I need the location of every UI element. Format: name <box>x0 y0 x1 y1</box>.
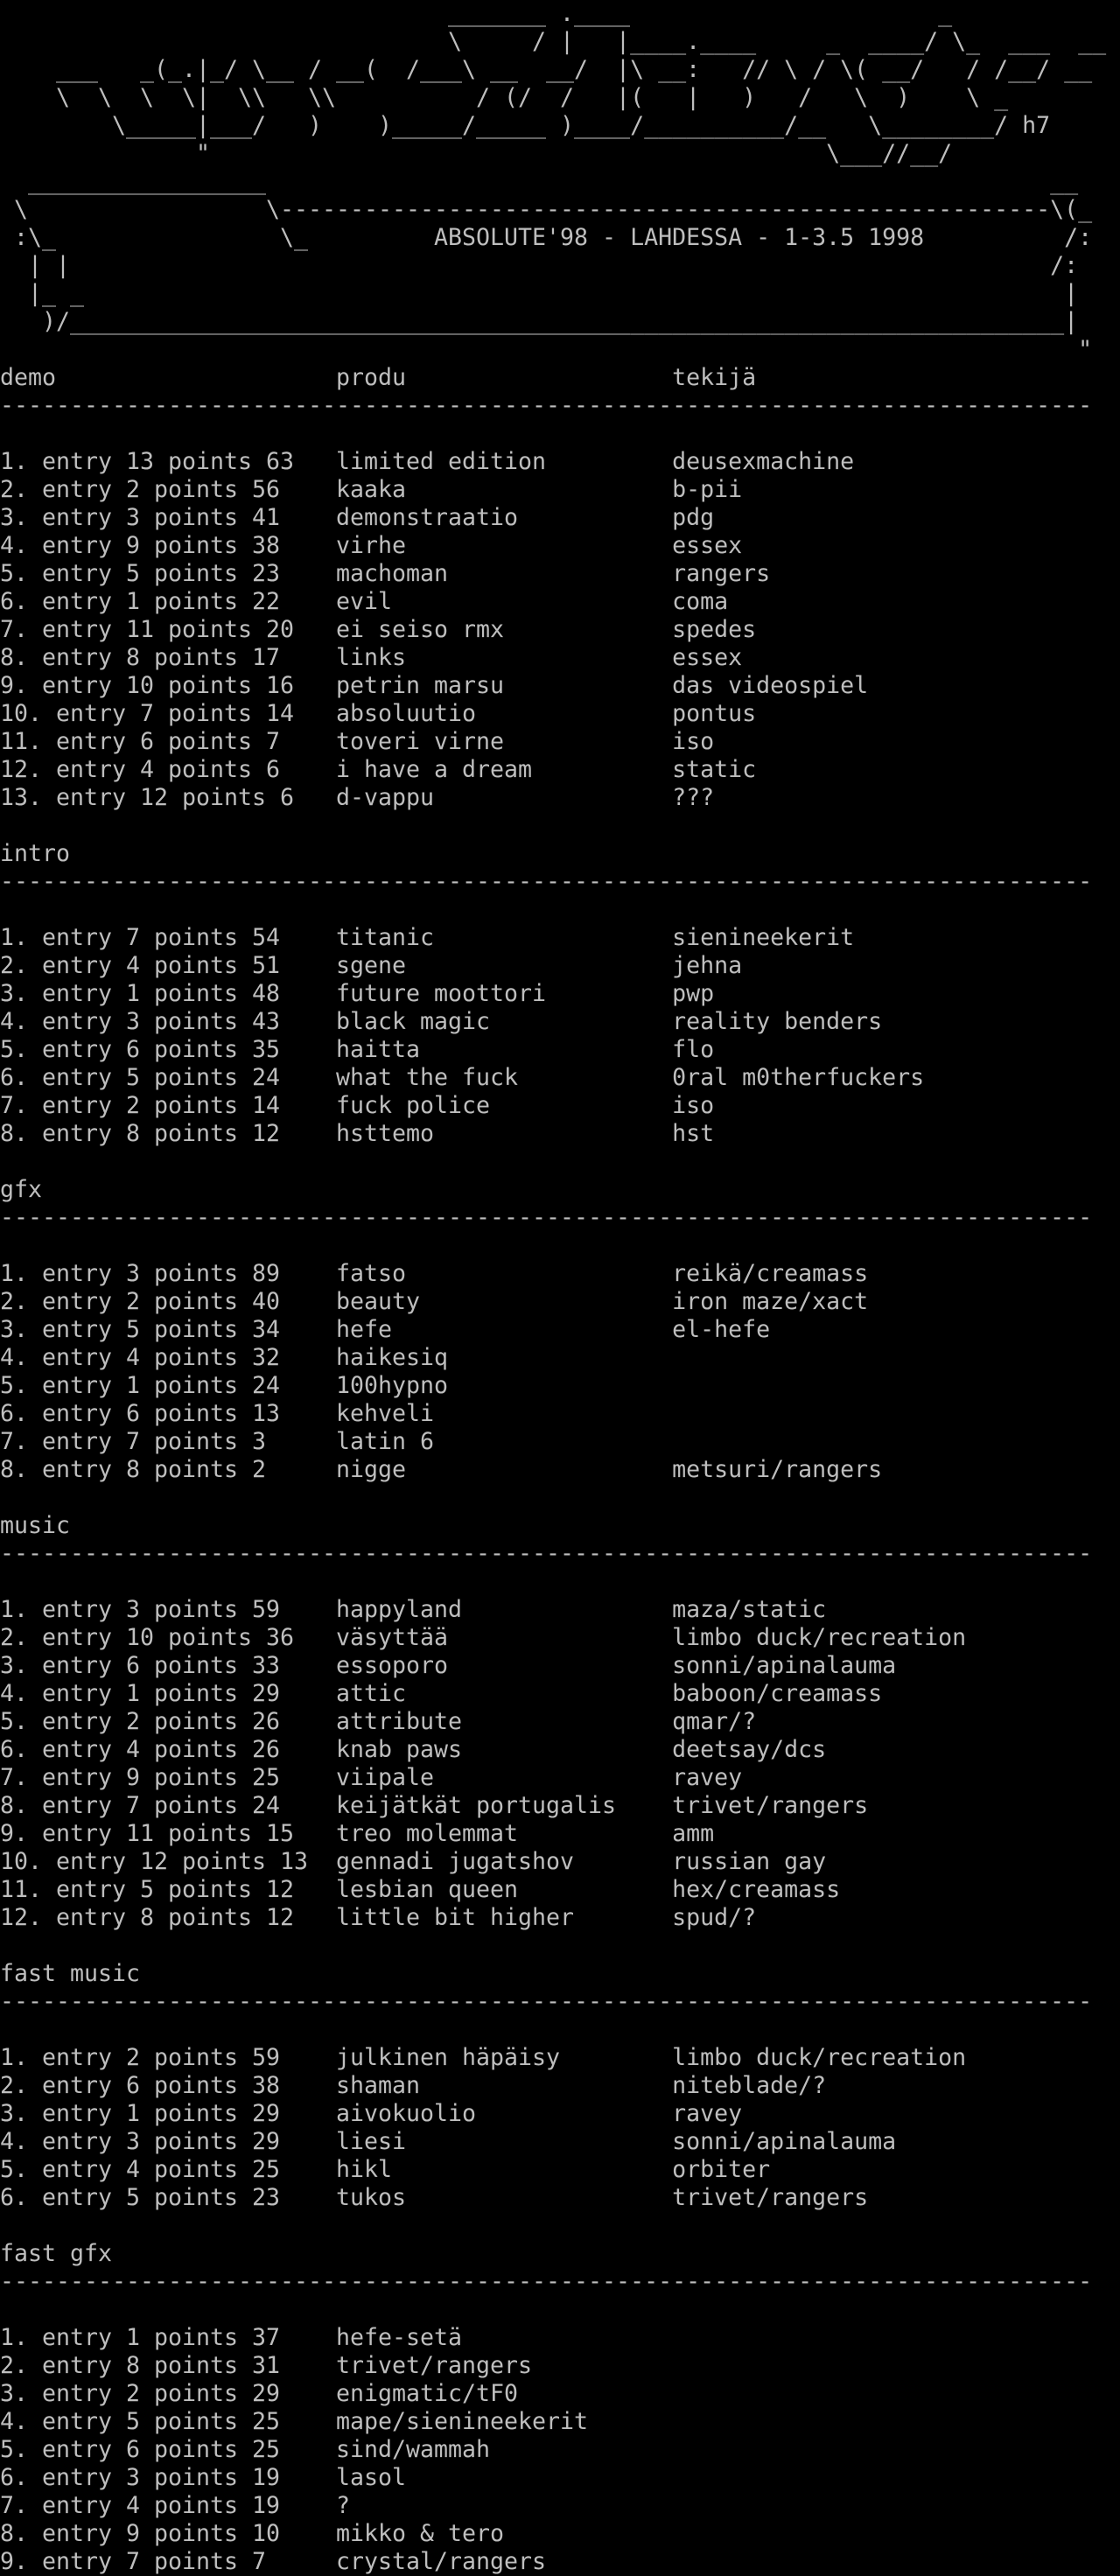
result-row: 5. entry 6 points 35 haitta flo <box>0 1036 715 1063</box>
ascii-art-logo: _______ .____ _ \ / | |____.____ _ ____/… <box>0 0 1120 168</box>
blank-line <box>0 1148 1120 1176</box>
result-row: 5. entry 6 points 25 sind/wammah <box>0 2436 491 2463</box>
result-row: 11. entry 5 points 12 lesbian queen hex/… <box>0 1876 841 1903</box>
blank-line <box>0 2296 1120 2324</box>
logo-line: \_____|___/ ) )_____/_____ )____/_______… <box>0 112 1051 139</box>
blank-line <box>0 1932 1120 1960</box>
blank-line <box>0 812 1120 840</box>
title-box-line: _________________ __ <box>0 168 1079 195</box>
column-header-row: demo produ tekijä <box>0 364 757 391</box>
result-row: 13. entry 12 points 6 d-vappu ??? <box>0 784 715 811</box>
result-row: 6. entry 6 points 13 kehveli <box>0 1400 435 1427</box>
result-row: 2. entry 10 points 36 väsyttää limbo duc… <box>0 1624 967 1651</box>
result-row: 2. entry 2 points 56 kaaka b-pii <box>0 476 743 503</box>
section-label: fast music <box>0 1960 141 1987</box>
blank-line <box>0 2016 1120 2044</box>
section-separator: ----------------------------------------… <box>0 392 1093 419</box>
result-row: 1. entry 13 points 63 limited edition de… <box>0 448 855 475</box>
title-box-line: |_ _ | <box>0 280 1079 307</box>
result-row: 12. entry 4 points 6 i have a dream stat… <box>0 756 757 783</box>
result-row: 7. entry 7 points 3 latin 6 <box>0 1428 435 1455</box>
result-row: 3. entry 1 points 29 aivokuolio ravey <box>0 2100 743 2127</box>
result-row: 7. entry 2 points 14 fuck police iso <box>0 1092 715 1119</box>
title-box-line: :\_ \_ ABSOLUTE'98 - LAHDESSA - 1-3.5 19… <box>0 224 1093 251</box>
result-row: 5. entry 5 points 23 machoman rangers <box>0 560 771 587</box>
result-row: 8. entry 7 points 24 keijätkät portugali… <box>0 1792 869 1819</box>
event-title-box: _________________ __ \ \----------------… <box>0 168 1120 364</box>
result-row: 12. entry 8 points 12 little bit higher … <box>0 1904 757 1931</box>
result-row: 5. entry 4 points 25 hikl orbiter <box>0 2156 771 2183</box>
result-row: 1. entry 3 points 89 fatso reikä/creamas… <box>0 1260 869 1287</box>
result-row: 5. entry 1 points 24 100hypno <box>0 1372 449 1399</box>
section-separator: ----------------------------------------… <box>0 868 1093 895</box>
result-row: 8. entry 8 points 12 hsttemo hst <box>0 1120 715 1147</box>
result-row: 5. entry 2 points 26 attribute qmar/? <box>0 1708 757 1735</box>
result-row: 4. entry 3 points 29 liesi sonni/apinala… <box>0 2128 897 2155</box>
result-row: 8. entry 9 points 10 mikko & tero <box>0 2520 505 2547</box>
result-row: 3. entry 3 points 41 demonstraatio pdg <box>0 504 715 531</box>
result-row: 10. entry 7 points 14 absoluutio pontus <box>0 700 757 727</box>
result-row: 6. entry 5 points 24 what the fuck 0ral … <box>0 1064 925 1091</box>
result-row: 2. entry 2 points 40 beauty iron maze/xa… <box>0 1288 869 1315</box>
logo-line: _______ .____ _ <box>0 0 953 27</box>
result-row: 4. entry 4 points 32 haikesiq <box>0 1344 449 1371</box>
logo-line: \ \ \ \| \\ \\ / (/ / |( | ) / \ ) \ _ <box>0 84 1009 111</box>
blank-line <box>0 1484 1120 1512</box>
result-row: 11. entry 6 points 7 toveri virne iso <box>0 728 715 755</box>
result-row: 7. entry 11 points 20 ei seiso rmx spede… <box>0 616 757 643</box>
title-box-line: | | /: <box>0 252 1079 279</box>
result-row: 3. entry 2 points 29 enigmatic/tF0 <box>0 2380 519 2407</box>
result-row: 2. entry 6 points 38 shaman niteblade/? <box>0 2072 827 2099</box>
result-row: 8. entry 8 points 17 links essex <box>0 644 743 671</box>
result-row: 4. entry 5 points 25 mape/sienineekerit <box>0 2408 589 2435</box>
logo-line: ___ _(_.|_/ \__ / __( /___\ __ __/ |\ __… <box>0 56 1093 83</box>
section-separator: ----------------------------------------… <box>0 1540 1093 1567</box>
section-label: gfx <box>0 1176 43 1203</box>
result-row: 1. entry 1 points 37 hefe-setä <box>0 2324 463 2351</box>
result-row: 3. entry 5 points 34 hefe el-hefe <box>0 1316 771 1343</box>
section-separator: ----------------------------------------… <box>0 1204 1093 1231</box>
blank-line <box>0 896 1120 924</box>
logo-line: \ / | |____.____ _ ____/ \_ ___ __ <box>0 28 1107 55</box>
result-row: 9. entry 11 points 15 treo molemmat amm <box>0 1820 715 1847</box>
blank-line <box>0 420 1120 448</box>
result-row: 6. entry 5 points 23 tukos trivet/ranger… <box>0 2184 869 2211</box>
logo-line: " \___//__/ <box>0 140 953 167</box>
section-separator: ----------------------------------------… <box>0 1988 1093 2015</box>
section-label: intro <box>0 840 71 867</box>
result-row: 9. entry 7 points 7 crystal/rangers <box>0 2548 547 2575</box>
result-row: 3. entry 6 points 33 essoporo sonni/apin… <box>0 1652 897 1679</box>
result-row: 3. entry 1 points 48 future moottori pwp <box>0 980 715 1007</box>
title-box-line: \ \-------------------------------------… <box>0 196 1093 223</box>
result-row: 4. entry 1 points 29 attic baboon/creama… <box>0 1680 883 1707</box>
result-row: 7. entry 4 points 19 ? <box>0 2492 351 2519</box>
blank-line <box>0 1568 1120 1596</box>
result-row: 4. entry 3 points 43 black magic reality… <box>0 1008 883 1035</box>
result-row: 1. entry 3 points 59 happyland maza/stat… <box>0 1596 827 1623</box>
result-row: 6. entry 1 points 22 evil coma <box>0 588 729 615</box>
title-box-line: )/______________________________________… <box>0 308 1079 335</box>
result-row: 9. entry 10 points 16 petrin marsu das v… <box>0 672 869 699</box>
result-row: 4. entry 9 points 38 virhe essex <box>0 532 743 559</box>
result-row: 8. entry 8 points 2 nigge metsuri/ranger… <box>0 1456 883 1483</box>
result-row: 6. entry 4 points 26 knab paws deetsay/d… <box>0 1736 827 1763</box>
result-row: 10. entry 12 points 13 gennadi jugatshov… <box>0 1848 827 1875</box>
section-separator: ----------------------------------------… <box>0 2268 1093 2295</box>
blank-line <box>0 2212 1120 2240</box>
results-listing: demo produ tekijä -----------------------… <box>0 364 1120 2576</box>
section-label: fast gfx <box>0 2240 113 2267</box>
result-row: 1. entry 7 points 54 titanic sienineeker… <box>0 924 855 951</box>
result-row: 7. entry 9 points 25 viipale ravey <box>0 1764 743 1791</box>
result-row: 1. entry 2 points 59 julkinen häpäisy li… <box>0 2044 967 2071</box>
section-label: music <box>0 1512 71 1539</box>
result-row: 6. entry 3 points 19 lasol <box>0 2464 407 2491</box>
result-row: 2. entry 8 points 31 trivet/rangers <box>0 2352 533 2379</box>
result-row: 2. entry 4 points 51 sgene jehna <box>0 952 743 979</box>
title-box-line: " <box>0 336 1093 363</box>
blank-line <box>0 1232 1120 1260</box>
